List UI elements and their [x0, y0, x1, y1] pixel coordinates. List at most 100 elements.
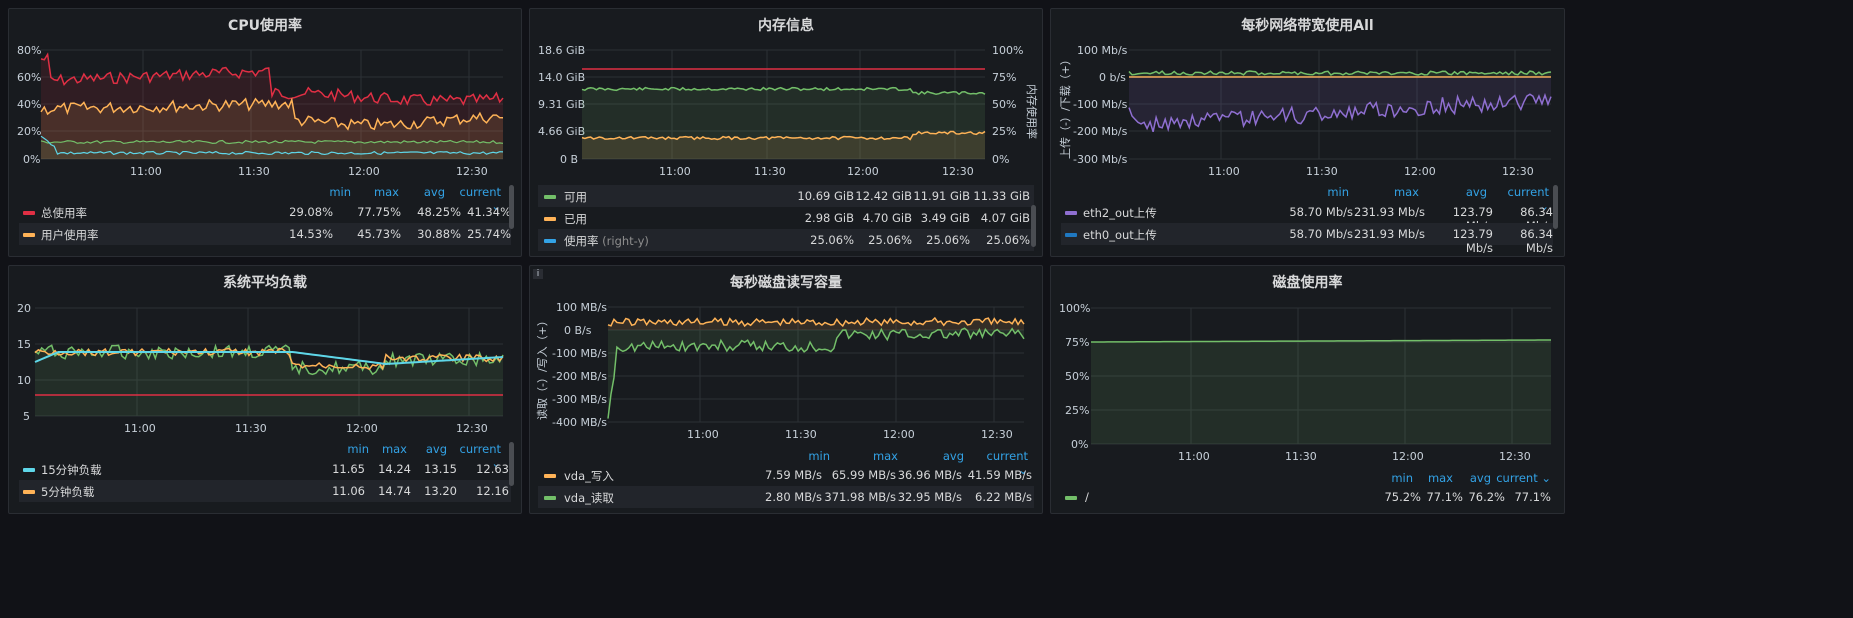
info-icon[interactable]: i	[533, 269, 543, 279]
memory-chart[interactable]: 18.6 GiB 14.0 GiB 9.31 GiB 4.66 GiB 0 B …	[530, 9, 1043, 257]
disk-usage-chart[interactable]: 100% 75% 50% 25% 0% 11:00 11:30 12:00 12…	[1051, 266, 1565, 514]
legend-row[interactable]: vda_写入 7.59 MB/s 65.99 MB/s 36.96 MB/s 4…	[538, 464, 1034, 486]
y-tick: -100 MB/s	[552, 347, 607, 360]
value-max: 4.70 GiB	[862, 211, 912, 225]
col-min[interactable]: min	[347, 442, 369, 456]
series-swatch	[544, 496, 556, 500]
y-axis-label: 读取（-）/写入（+）	[535, 315, 549, 420]
legend-scrollbar[interactable]	[509, 185, 514, 229]
net-in-line	[1128, 70, 1552, 76]
y2-tick: 50%	[992, 98, 1016, 111]
panel-title[interactable]: 每秒磁盘读写容量	[730, 275, 842, 291]
load-chart[interactable]: 20 15 10 5 11:00 11:30 12:00 12:30	[9, 266, 522, 514]
legend-row[interactable]: vda_读取 2.80 MB/s 371.98 MB/s 32.95 MB/s …	[538, 486, 1034, 508]
value-avg: 30.88%	[417, 227, 461, 241]
col-max[interactable]: max	[373, 185, 399, 199]
value-current: 12.16	[476, 484, 509, 498]
panel-title[interactable]: 每秒网络带宽使用All	[1241, 18, 1374, 34]
legend-row[interactable]: eth2_out上传 58.70 Mb/s 231.93 Mb/s 123.79…	[1061, 201, 1553, 233]
value-min: 10.69 GiB	[797, 189, 854, 203]
legend-scrollbar[interactable]	[509, 442, 514, 486]
col-max[interactable]: max	[1427, 471, 1453, 485]
col-avg[interactable]: avg	[1465, 185, 1487, 199]
mem-used-line-area	[582, 131, 985, 159]
y-tick: -300 Mb/s	[1073, 153, 1128, 166]
col-min[interactable]: min	[1391, 471, 1413, 485]
col-avg[interactable]: avg	[1469, 471, 1491, 485]
value-avg: 3.49 GiB	[920, 211, 970, 225]
col-min[interactable]: min	[1327, 185, 1349, 199]
legend-row[interactable]: 15分钟负载 11.65 14.24 13.15 12.63	[19, 458, 511, 480]
value-avg: 32.95 MB/s	[897, 490, 962, 504]
col-current[interactable]: current ⌄	[459, 442, 502, 470]
legend-scrollbar[interactable]	[1031, 205, 1036, 247]
value-avg: 123.79 Mb/s	[1452, 227, 1493, 255]
series-name: /	[1085, 490, 1089, 504]
col-min[interactable]: min	[808, 449, 830, 463]
legend-row[interactable]: 使用率 (right-y) 25.06% 25.06% 25.06% 25.06…	[538, 229, 1034, 251]
col-current[interactable]: current ⌄	[986, 449, 1029, 477]
col-max[interactable]: max	[872, 449, 898, 463]
col-current[interactable]: current ⌄	[459, 185, 502, 213]
value-max: 77.75%	[357, 205, 401, 219]
series-name: 已用	[564, 212, 587, 226]
col-avg[interactable]: avg	[423, 185, 445, 199]
value-max: 25.06%	[868, 233, 912, 247]
legend-scrollbar[interactable]	[1553, 185, 1558, 229]
value-max: 65.99 MB/s	[831, 468, 896, 482]
x-tick: 12:30	[1502, 165, 1534, 178]
panel-title[interactable]: 内存信息	[758, 18, 814, 34]
x-tick: 12:30	[456, 165, 488, 178]
series-swatch	[544, 217, 556, 221]
legend-row[interactable]: 总使用率 29.08% 77.75% 48.25% 41.34%	[19, 201, 511, 223]
legend-row[interactable]: 可用 10.69 GiB 12.42 GiB 11.91 GiB 11.33 G…	[538, 185, 1034, 207]
cpu-chart[interactable]: 80% 60% 40% 20% 0% 11:00 11:30 12:00 12:…	[9, 9, 522, 257]
col-min[interactable]: min	[329, 185, 351, 199]
x-tick: 11:00	[124, 422, 156, 435]
y-tick: 5	[23, 410, 30, 423]
disk-usage-line-area	[1091, 340, 1551, 444]
value-current: 11.33 GiB	[973, 189, 1030, 203]
x-tick: 11:00	[687, 428, 719, 441]
y-tick: 10	[17, 374, 31, 387]
network-chart[interactable]: 100 Mb/s 0 b/s -100 Mb/s -200 Mb/s -300 …	[1051, 9, 1565, 257]
x-tick: 11:30	[1285, 450, 1317, 463]
y-tick: 60%	[17, 71, 41, 84]
x-tick: 11:00	[1178, 450, 1210, 463]
x-tick: 11:00	[130, 165, 162, 178]
value-current: 41.34%	[467, 205, 511, 219]
col-current[interactable]: current ⌄	[1507, 185, 1550, 213]
legend-row[interactable]: 已用 2.98 GiB 4.70 GiB 3.49 GiB 4.07 GiB	[538, 207, 1034, 229]
panel-title[interactable]: 系统平均负载	[223, 275, 307, 291]
value-current: 6.22 MB/s	[975, 490, 1032, 504]
disk-usage-panel: 磁盘使用率 100% 75% 50% 25% 0% 11:00 11:30 12…	[1050, 265, 1565, 514]
col-avg[interactable]: avg	[942, 449, 964, 463]
legend-row[interactable]: eth0_out上传 58.70 Mb/s 231.93 Mb/s 123.79…	[1061, 223, 1553, 255]
x-tick: 11:00	[1208, 165, 1240, 178]
y-tick: 100 Mb/s	[1077, 44, 1128, 57]
x-tick: 12:30	[456, 422, 488, 435]
col-max[interactable]: max	[381, 442, 407, 456]
y-tick: 0%	[23, 153, 40, 166]
x-tick: 12:00	[346, 422, 378, 435]
panel-title[interactable]: 磁盘使用率	[1272, 275, 1343, 291]
disk-usage-line	[1090, 339, 1552, 343]
value-current: 41.59 MB/s	[967, 468, 1032, 482]
y-tick: 0 B	[560, 153, 578, 166]
legend-row[interactable]: 5分钟负载 11.06 14.74 13.20 12.16	[19, 480, 511, 502]
legend-row[interactable]: / 75.2% 77.1% 76.2% 77.1%	[1059, 486, 1555, 508]
cpu-system-line-area	[41, 140, 503, 159]
series-swatch	[23, 490, 35, 494]
y2-tick: 100%	[992, 44, 1023, 57]
y-tick: -400 MB/s	[552, 416, 607, 429]
col-current[interactable]: current ⌄	[1496, 471, 1551, 485]
value-max: 14.24	[378, 462, 411, 476]
disk-io-chart[interactable]: 100 MB/s 0 B/s -100 MB/s -200 MB/s -300 …	[530, 266, 1043, 514]
y2-tick: 0%	[992, 153, 1009, 166]
col-max[interactable]: max	[1393, 185, 1419, 199]
panel-title[interactable]: CPU使用率	[228, 18, 302, 34]
y-tick: -200 MB/s	[552, 370, 607, 383]
legend-row[interactable]: 用户使用率 14.53% 45.73% 30.88% 25.74%	[19, 223, 511, 245]
col-avg[interactable]: avg	[425, 442, 447, 456]
series-name: eth2_out上传	[1083, 206, 1157, 220]
